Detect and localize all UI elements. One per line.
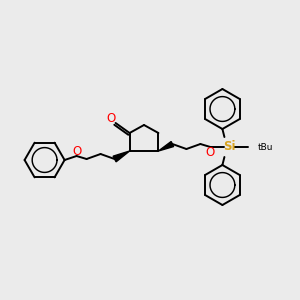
Text: Si: Si	[223, 140, 236, 152]
Polygon shape	[158, 142, 174, 151]
Text: tBu: tBu	[257, 142, 273, 152]
Text: O: O	[72, 145, 81, 158]
Text: O: O	[106, 112, 115, 125]
Polygon shape	[113, 151, 130, 162]
Text: O: O	[206, 146, 215, 158]
